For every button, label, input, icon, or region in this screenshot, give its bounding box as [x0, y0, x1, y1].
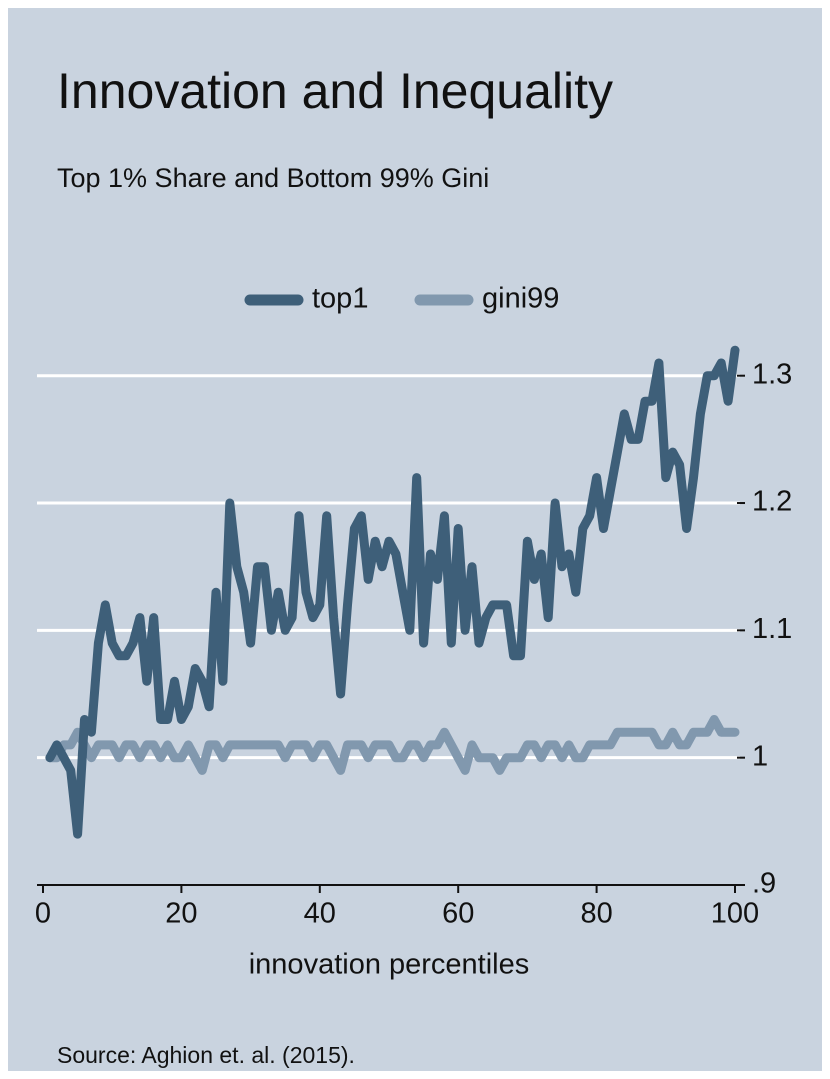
chart-title: Innovation and Inequality: [57, 63, 613, 119]
legend-label: gini99: [482, 283, 559, 315]
source-note: Source: Aghion et. al. (2015).: [57, 1042, 355, 1068]
x-tick-label: 0: [35, 898, 51, 930]
y-tick-label: 1.1: [752, 613, 792, 645]
legend-label: top1: [312, 283, 368, 315]
x-tick-label: 80: [580, 898, 612, 930]
y-tick-label: 1.3: [752, 358, 792, 390]
x-tick-label: 100: [711, 898, 759, 930]
y-tick-label: .9: [752, 868, 776, 900]
series-line: [45, 345, 740, 839]
series-line: [45, 715, 740, 775]
x-tick-label: 40: [304, 898, 336, 930]
x-tick-label: 20: [165, 898, 197, 930]
x-axis-label: innovation percentiles: [249, 949, 530, 981]
x-tick-label: 60: [442, 898, 474, 930]
chart-subtitle: Top 1% Share and Bottom 99% Gini: [57, 163, 489, 193]
y-tick-label: 1: [752, 740, 768, 772]
y-tick-label: 1.2: [752, 486, 792, 518]
